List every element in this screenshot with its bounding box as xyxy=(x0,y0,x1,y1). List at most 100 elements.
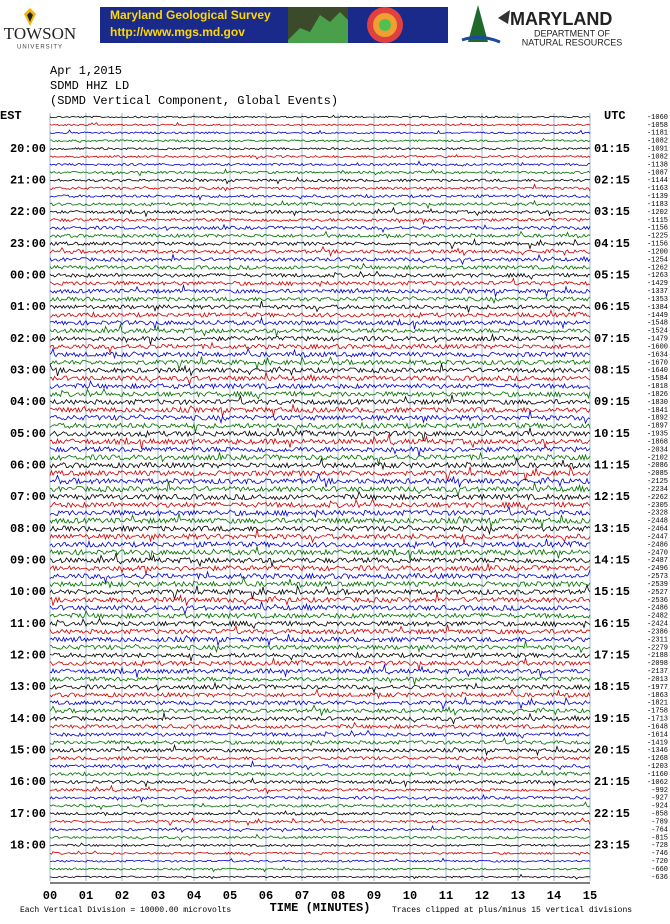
trace xyxy=(49,404,591,417)
est-label: 11:00 xyxy=(10,617,46,631)
offset-label: -1826 xyxy=(647,391,668,399)
utc-label: 08:15 xyxy=(594,364,630,378)
offset-label: -2098 xyxy=(647,660,668,668)
minute-label: 15 xyxy=(583,889,597,903)
minute-label: 06 xyxy=(259,889,273,903)
trace xyxy=(49,681,591,694)
minute-label: 12 xyxy=(475,889,489,903)
x-title: TIME (MINUTES) xyxy=(270,901,371,915)
est-label: 07:00 xyxy=(10,490,46,504)
offset-label: -1060 xyxy=(647,114,668,122)
dnr-sub2: NATURAL RESOURCES xyxy=(522,37,623,47)
offset-label: -1254 xyxy=(647,256,668,264)
est-label: 03:00 xyxy=(10,364,46,378)
trace xyxy=(49,569,591,585)
trace xyxy=(49,609,591,620)
offset-label: -1262 xyxy=(647,264,668,272)
trace xyxy=(49,601,591,616)
offset-label: -2536 xyxy=(647,597,668,605)
offset-label: -927 xyxy=(651,795,668,803)
minute-label: 05 xyxy=(223,889,237,903)
utc-label: 20:15 xyxy=(594,744,630,758)
trace xyxy=(49,729,591,739)
trace xyxy=(49,199,591,210)
trace xyxy=(49,323,591,337)
trace xyxy=(49,427,591,441)
offset-label: -746 xyxy=(651,850,668,858)
trace xyxy=(49,245,591,257)
est-label: 10:00 xyxy=(10,585,46,599)
offset-label: -2137 xyxy=(647,668,668,676)
offset-label: -2448 xyxy=(647,518,668,526)
scale-note: Each Vertical Division = 10000.00 microv… xyxy=(20,906,231,915)
utc-label: 01:15 xyxy=(594,142,630,156)
offset-label: -1200 xyxy=(647,248,668,256)
offset-label: -1648 xyxy=(647,723,668,731)
offset-label: -789 xyxy=(651,818,668,826)
utc-label: 21:15 xyxy=(594,775,630,789)
offset-label: -1156 xyxy=(647,241,668,249)
utc-label: 13:15 xyxy=(594,522,630,536)
offset-label: -1821 xyxy=(647,700,668,708)
offset-label: -720 xyxy=(651,858,668,866)
trace xyxy=(49,513,591,528)
description: (SDMD Vertical Component, Global Events) xyxy=(50,94,338,108)
offset-label: -1419 xyxy=(647,739,668,747)
est-label: 05:00 xyxy=(10,427,46,441)
trace xyxy=(49,146,591,151)
trace xyxy=(49,183,591,192)
trace xyxy=(49,817,591,827)
trace xyxy=(49,451,591,465)
trace xyxy=(49,866,591,873)
offset-label: -2447 xyxy=(647,533,668,541)
trace xyxy=(49,295,591,305)
trace xyxy=(49,809,591,817)
offset-label: -1713 xyxy=(647,716,668,724)
trace xyxy=(49,206,591,218)
est-label: 06:00 xyxy=(10,459,46,473)
offset-label: -1156 xyxy=(647,225,668,233)
dnr-title: MARYLAND xyxy=(510,9,612,29)
trace xyxy=(49,704,591,717)
trace xyxy=(49,445,591,457)
trace xyxy=(49,363,591,377)
trace xyxy=(49,842,591,848)
utc-label: 07:15 xyxy=(594,332,630,346)
offset-label: -1868 xyxy=(647,438,668,446)
offset-label: -1640 xyxy=(647,367,668,375)
offset-label: -1082 xyxy=(647,138,668,146)
offset-label: -1584 xyxy=(647,375,668,383)
minute-label: 09 xyxy=(367,889,381,903)
offset-label: -858 xyxy=(651,811,668,819)
offset-label: -1091 xyxy=(647,146,668,154)
trace xyxy=(49,794,591,803)
trace xyxy=(49,217,591,226)
offset-label: -2424 xyxy=(647,621,668,629)
offset-label: -1758 xyxy=(647,708,668,716)
offset-label: -1225 xyxy=(647,233,668,241)
trace xyxy=(49,663,591,678)
trace xyxy=(49,230,591,240)
dnr-sub1: DEPARTMENT OF xyxy=(534,28,611,38)
est-label: 23:00 xyxy=(10,237,46,251)
offset-label: -2487 xyxy=(647,557,668,565)
offset-label: -2279 xyxy=(647,644,668,652)
right-zone: UTC xyxy=(604,109,626,123)
towson-sub: UNIVERSITY xyxy=(17,45,63,51)
left-zone: EST xyxy=(0,109,22,123)
station: SDMD HHZ LD xyxy=(50,79,129,93)
trace xyxy=(49,743,591,757)
trace xyxy=(49,410,591,425)
offset-label: -1115 xyxy=(647,217,668,225)
trace xyxy=(49,277,591,288)
offset-label: -1160 xyxy=(647,771,668,779)
trace xyxy=(49,498,591,511)
trace xyxy=(49,283,591,298)
trace xyxy=(49,538,591,550)
trace xyxy=(49,168,591,177)
utc-label: 14:15 xyxy=(594,554,630,568)
offset-label: -1548 xyxy=(647,320,668,328)
minute-label: 11 xyxy=(439,889,453,903)
